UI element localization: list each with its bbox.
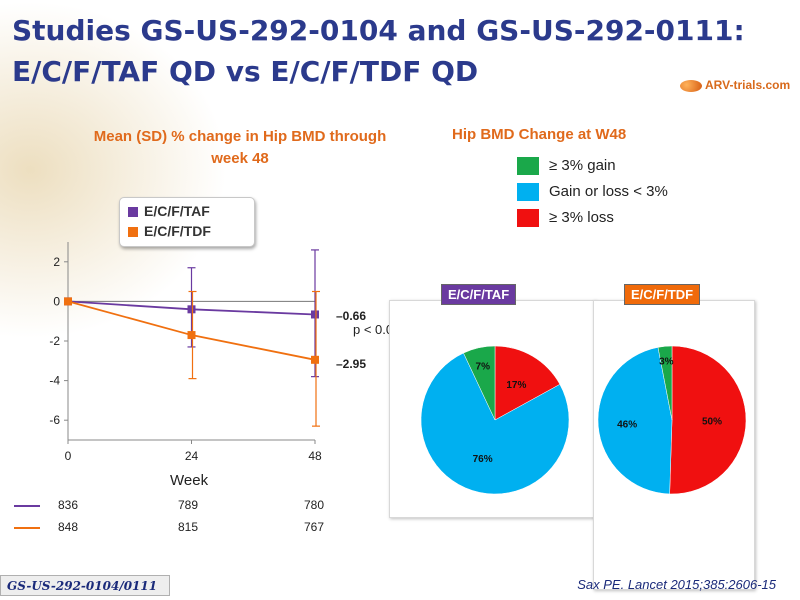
logo-ball-icon — [680, 79, 702, 92]
n-taf-w24: 789 — [178, 498, 199, 512]
pie-slice-tdf-0 — [657, 345, 673, 421]
pie-legend: ≥ 3% gain Gain or loss < 3% ≥ 3% loss — [517, 157, 668, 235]
pie-label-tdf-2: 50% — [702, 417, 722, 428]
page-title-line-2: E/C/F/TAF QD vs E/C/F/TDF QD — [12, 55, 479, 88]
n-row-taf-line — [14, 505, 40, 507]
pie-legend-label-small: Gain or loss < 3% — [549, 183, 668, 200]
pie-header-tdf: E/C/F/TDF — [624, 284, 701, 305]
legend-label-tdf: E/C/F/TDF — [144, 223, 211, 239]
x-axis-label: Week — [170, 472, 209, 489]
study-footer-label: GS-US-292-0104/0111 — [0, 575, 170, 596]
pie-legend-swatch-gain — [517, 157, 539, 176]
legend-label-taf: E/C/F/TAF — [144, 203, 210, 219]
pie-slice-tdf-2 — [669, 345, 747, 495]
pie-slice-taf-0 — [463, 345, 496, 421]
data-point-1-0 — [64, 297, 72, 306]
citation: Sax PE. Lancet 2015;385:2606-15 — [577, 577, 776, 592]
pie-legend-swatch-loss — [517, 209, 539, 228]
n-tdf-w24: 815 — [178, 520, 199, 534]
legend-item-taf: E/C/F/TAF — [128, 203, 210, 219]
n-row-taf: 836 789 780 — [10, 496, 390, 516]
pie-legend-swatch-small — [517, 183, 539, 202]
data-point-0-2 — [311, 310, 319, 319]
page-title-line-1: Studies GS-US-292-0104 and GS-US-292-011… — [12, 14, 745, 47]
pie-legend-gain: ≥ 3% gain — [517, 157, 668, 183]
pie-label-tdf-0: 3% — [659, 356, 674, 367]
n-taf-w48: 780 — [304, 498, 325, 512]
title-bar: Studies GS-US-292-0104 and GS-US-292-011… — [0, 0, 800, 100]
pie-legend-label-loss: ≥ 3% loss — [549, 209, 614, 226]
pie-label-taf-1: 76% — [473, 454, 493, 465]
legend-swatch-taf — [128, 207, 138, 218]
pie-label-tdf-1: 46% — [617, 420, 637, 431]
data-point-0-1 — [187, 305, 196, 314]
pie-header-taf: E/C/F/TAF — [441, 284, 517, 305]
x-tick-label: 24 — [185, 449, 199, 463]
n-tdf-w0: 848 — [58, 520, 79, 534]
pie-section-title: Hip BMD Change at W48 — [452, 126, 627, 143]
pie-slice-tdf-1 — [597, 347, 673, 495]
data-point-1-1 — [187, 331, 196, 340]
n-row-tdf: 848 815 767 — [10, 518, 390, 538]
n-tdf-w48: 767 — [304, 520, 325, 534]
x-tick-label: 48 — [308, 449, 322, 463]
end-label-tdf: –2.95 — [336, 357, 367, 371]
legend-item-tdf: E/C/F/TDF — [128, 223, 211, 239]
line-chart: 2 0 -2 -4 -6 0 24 48 — [49, 242, 322, 463]
pie-legend-small: Gain or loss < 3% — [517, 183, 668, 209]
line-chart-legend: E/C/F/TAF E/C/F/TDF — [119, 197, 255, 247]
y-tick-label: -6 — [49, 413, 60, 427]
pie-label-taf-0: 7% — [476, 361, 491, 372]
pie-label-taf-2: 17% — [506, 380, 526, 391]
n-at-risk-table: 836 789 780 848 815 767 — [10, 496, 390, 541]
n-row-tdf-line — [14, 527, 40, 529]
pie-chart-tdf: 50% 46% 3% — [597, 345, 747, 495]
pie-legend-loss: ≥ 3% loss — [517, 209, 668, 235]
pie-slice-taf-2 — [494, 345, 561, 421]
n-taf-w0: 836 — [58, 498, 79, 512]
x-tick-label: 0 — [65, 449, 72, 463]
y-tick-label: 0 — [53, 294, 60, 308]
pie-legend-label-gain: ≥ 3% gain — [549, 157, 616, 174]
y-tick-label: 2 — [53, 255, 60, 269]
pie-chart-taf: 17% 76% 7% — [420, 345, 570, 495]
arv-trials-logo: ARV-trials.com — [680, 78, 790, 92]
logo-text: ARV-trials.com — [705, 78, 791, 92]
data-point-1-2 — [311, 355, 319, 364]
pie-slice-taf-1 — [420, 352, 570, 495]
line-chart-title: Mean (SD) % change in Hip BMD through we… — [93, 128, 387, 167]
y-tick-label: -4 — [49, 374, 60, 388]
end-label-taf: –0.66 — [336, 309, 367, 323]
legend-swatch-tdf — [128, 227, 138, 238]
y-tick-label: -2 — [49, 334, 60, 348]
